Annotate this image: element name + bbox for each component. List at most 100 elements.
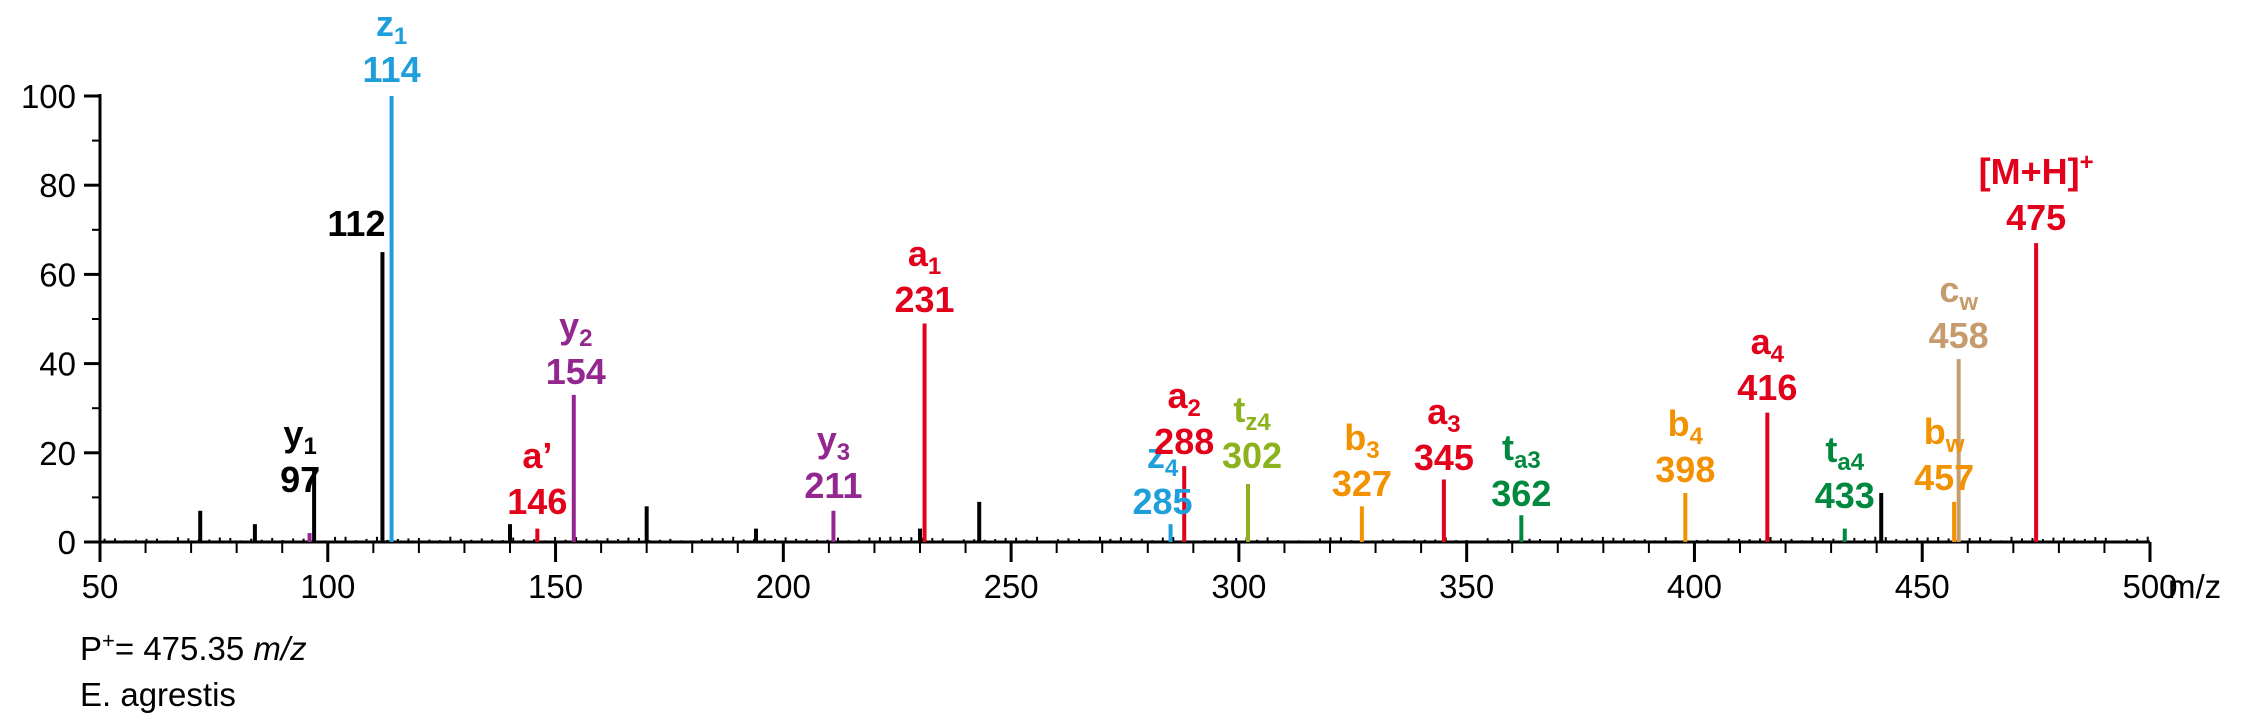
x-tick-label: 350 bbox=[1439, 568, 1494, 605]
mass-label-97: 97 bbox=[280, 459, 320, 500]
ion-label-154: y2 bbox=[559, 305, 592, 352]
mass-label-285: 285 bbox=[1133, 481, 1193, 522]
ion-subscript: 1 bbox=[394, 23, 407, 50]
mass-label-327: 327 bbox=[1332, 463, 1392, 504]
ion-label-327: b3 bbox=[1344, 417, 1379, 464]
x-tick-label: 150 bbox=[528, 568, 583, 605]
ion-symbol: z bbox=[376, 3, 394, 44]
x-tick-label: 400 bbox=[1667, 568, 1722, 605]
ion-label-97: y1 bbox=[283, 413, 316, 460]
ion-symbol: y bbox=[817, 419, 837, 460]
ion-symbol: b bbox=[1668, 403, 1690, 444]
precursor-prefix: P bbox=[80, 630, 103, 667]
ion-label-433: ta4 bbox=[1825, 429, 1864, 476]
ion-symbol: t bbox=[1825, 429, 1837, 470]
x-tick-label: 450 bbox=[1895, 568, 1950, 605]
precursor-info: P+= 475.35 m/z bbox=[80, 628, 307, 668]
ion-label-288: a2 bbox=[1168, 375, 1201, 422]
ion-symbol: b bbox=[1344, 417, 1366, 458]
peaks bbox=[198, 96, 2039, 542]
ion-label-302: tz4 bbox=[1233, 389, 1271, 436]
ion-symbol: a bbox=[1751, 321, 1772, 362]
ion-subscript: a3 bbox=[1514, 447, 1541, 474]
mass-label-154: 154 bbox=[546, 351, 606, 392]
ion-subscript: 4 bbox=[1771, 341, 1785, 368]
mass-label-345: 345 bbox=[1414, 437, 1474, 478]
ion-subscript: 2 bbox=[1188, 395, 1201, 422]
ion-label-416: a4 bbox=[1751, 321, 1785, 368]
baseline-noise bbox=[103, 536, 2149, 542]
mass-label-146: 146 bbox=[507, 481, 567, 522]
x-axis-unit: m/z bbox=[2168, 568, 2221, 605]
x-tick-label: 500 bbox=[2122, 568, 2177, 605]
x-tick-label: 50 bbox=[82, 568, 119, 605]
precursor-value: = 475.35 bbox=[114, 630, 254, 667]
ion-subscript: w bbox=[1945, 431, 1965, 458]
ion-symbol: c bbox=[1939, 269, 1959, 310]
ion-symbol: t bbox=[1502, 427, 1514, 468]
ion-label-114: z1 bbox=[376, 3, 407, 50]
x-tick-label: 100 bbox=[300, 568, 355, 605]
ion-subscript: a4 bbox=[1837, 449, 1864, 476]
x-tick-label: 250 bbox=[984, 568, 1039, 605]
ion-subscript: 1 bbox=[303, 433, 316, 460]
mass-label-112: 112 bbox=[327, 203, 385, 244]
ion-label-146: a’ bbox=[522, 435, 552, 476]
y-tick-label: 20 bbox=[39, 435, 76, 472]
mass-label-288: 288 bbox=[1154, 421, 1214, 462]
precursor-unit: m/z bbox=[253, 630, 307, 667]
mass-label-114: 114 bbox=[363, 49, 421, 90]
ion-subscript: 3 bbox=[1447, 411, 1460, 438]
ion-label-398: b4 bbox=[1668, 403, 1704, 450]
ion-subscript: 3 bbox=[837, 439, 850, 466]
ion-subscript: 4 bbox=[1690, 423, 1704, 450]
ion-label-285: z4 bbox=[1147, 435, 1179, 482]
mass-label-416: 416 bbox=[1737, 367, 1797, 408]
ion-subscript: z4 bbox=[1245, 409, 1271, 436]
mass-label-458: 458 bbox=[1929, 315, 1989, 356]
mass-label-398: 398 bbox=[1655, 449, 1715, 490]
y-tick-label: 0 bbox=[58, 524, 76, 561]
ion-subscript: 4 bbox=[1165, 455, 1179, 482]
mass-label-231: 231 bbox=[895, 279, 955, 320]
y-tick-label: 60 bbox=[39, 256, 76, 293]
y-tick-label: 100 bbox=[21, 78, 76, 115]
ion-symbol: z bbox=[1147, 435, 1165, 476]
ion-symbol: a bbox=[1427, 391, 1448, 432]
ion-label-475: [M+H]+ bbox=[1979, 149, 2094, 192]
ion-subscript: 2 bbox=[579, 325, 592, 352]
mass-label-362: 362 bbox=[1491, 473, 1551, 514]
ion-label-345: a3 bbox=[1427, 391, 1460, 438]
ion-label-231: a1 bbox=[908, 233, 941, 280]
ion-label-362: ta3 bbox=[1502, 427, 1541, 474]
ion-symbol: b bbox=[1924, 411, 1946, 452]
mass-label-211: 211 bbox=[804, 465, 862, 506]
peak-labels: y197112z1114a’146y2154y3211a1231z4285a22… bbox=[280, 3, 2094, 522]
ion-label-457: bw bbox=[1924, 411, 1965, 458]
ion-superscript: + bbox=[2080, 149, 2094, 176]
ion-subscript: 1 bbox=[928, 253, 941, 280]
mass-label-457: 457 bbox=[1914, 457, 1974, 498]
ion-symbol: a’ bbox=[522, 435, 552, 476]
mass-label-302: 302 bbox=[1222, 435, 1282, 476]
x-tick-label: 200 bbox=[756, 568, 811, 605]
ion-symbol: t bbox=[1233, 389, 1245, 430]
ion-subscript: w bbox=[1958, 289, 1978, 316]
sample-name: E. agrestis bbox=[80, 676, 236, 713]
ion-symbol: [M+H] bbox=[1979, 151, 2080, 192]
y-tick-label: 80 bbox=[39, 167, 76, 204]
ion-label-211: y3 bbox=[817, 419, 850, 466]
y-tick-label: 40 bbox=[39, 346, 76, 383]
ion-label-458: cw bbox=[1939, 269, 1978, 316]
mass-label-433: 433 bbox=[1815, 475, 1875, 516]
ion-symbol: y bbox=[283, 413, 303, 454]
ion-symbol: a bbox=[908, 233, 929, 274]
x-tick-label: 300 bbox=[1211, 568, 1266, 605]
ion-subscript: 3 bbox=[1366, 437, 1379, 464]
precursor-charge: + bbox=[102, 628, 115, 653]
mass-label-475: 475 bbox=[2006, 197, 2066, 238]
ion-symbol: y bbox=[559, 305, 579, 346]
ion-symbol: a bbox=[1168, 375, 1189, 416]
axes: 0 20 40 60 80 100 50 100 150 200 250 300 350 400 450 50… bbox=[21, 78, 2221, 605]
